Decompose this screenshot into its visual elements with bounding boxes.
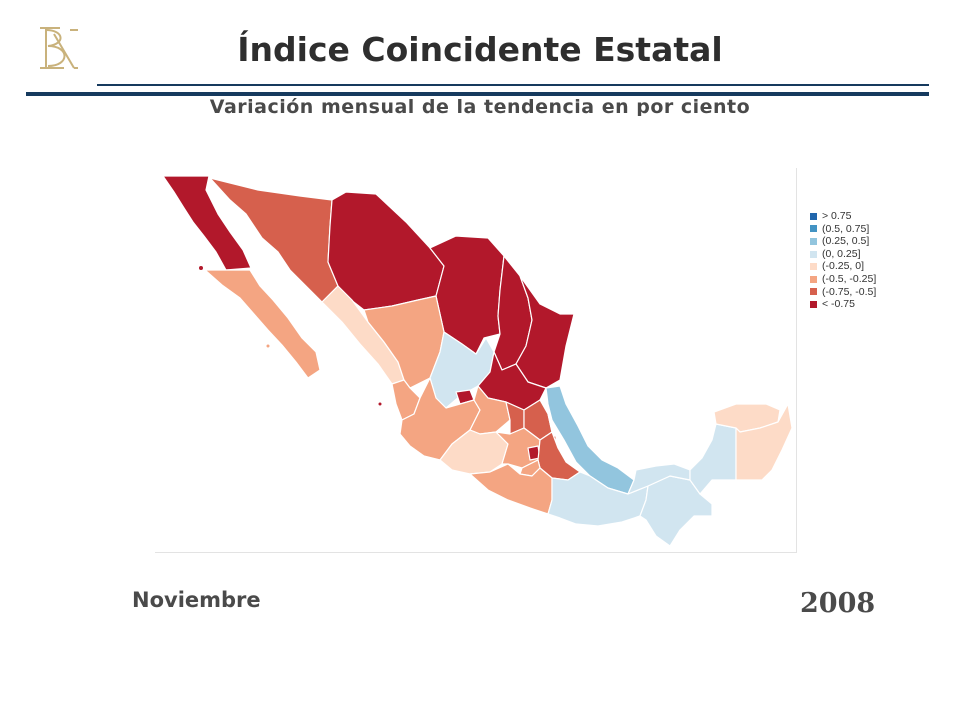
legend-label: (0.25, 0.5] xyxy=(822,235,870,248)
legend-item: (0, 0.25] xyxy=(810,248,876,261)
legend-item: (0.25, 0.5] xyxy=(810,235,876,248)
page-subtitle: Variación mensual de la tendencia en por… xyxy=(209,96,751,116)
mexico-state-map xyxy=(162,175,793,547)
legend-item: (-0.5, -0.25] xyxy=(810,273,876,286)
legend-swatch xyxy=(810,275,817,283)
legend-label: (-0.5, -0.25] xyxy=(822,272,877,285)
legend-swatch xyxy=(810,225,817,233)
legend-item: (-0.25, 0] xyxy=(810,260,876,273)
legend-label: (-0.75, -0.5] xyxy=(822,285,877,298)
legend-label: < -0.75 xyxy=(822,298,855,311)
period-year: 2008 xyxy=(800,588,876,619)
legend-swatch xyxy=(810,212,817,220)
banxico-logo xyxy=(40,27,78,69)
legend-swatch xyxy=(810,237,817,245)
legend-item: (-0.75, -0.5] xyxy=(810,286,876,299)
legend-label: (0.5, 0.75] xyxy=(822,222,870,235)
legend-swatch xyxy=(810,300,817,308)
state-quintana-roo xyxy=(735,403,793,481)
state-chihuahua xyxy=(327,191,445,311)
legend-item: < -0.75 xyxy=(810,298,876,311)
header-rule-thick xyxy=(26,92,929,96)
header-rule-thin xyxy=(97,84,929,86)
legend-item: (0.5, 0.75] xyxy=(810,223,876,236)
legend-label: (0, 0.25] xyxy=(822,247,861,260)
legend-swatch xyxy=(810,288,817,296)
state-baja-california xyxy=(162,175,252,271)
island xyxy=(378,402,382,406)
legend-label: (-0.25, 0] xyxy=(822,260,865,273)
legend-item: > 0.75 xyxy=(810,210,876,223)
map-legend: > 0.75 (0.5, 0.75] (0.25, 0.5] (0, 0.25] (-0… xyxy=(810,210,876,311)
island xyxy=(199,266,203,270)
map-panel xyxy=(155,168,797,553)
legend-swatch xyxy=(810,263,817,271)
period-month: Noviembre xyxy=(132,588,261,612)
legend-swatch xyxy=(810,250,817,258)
state-campeche xyxy=(689,423,737,495)
state-baja-california-sur xyxy=(204,269,321,379)
legend-label: > 0.75 xyxy=(822,210,852,222)
page-title: Índice Coincidente Estatal xyxy=(237,30,723,69)
island xyxy=(266,344,270,348)
